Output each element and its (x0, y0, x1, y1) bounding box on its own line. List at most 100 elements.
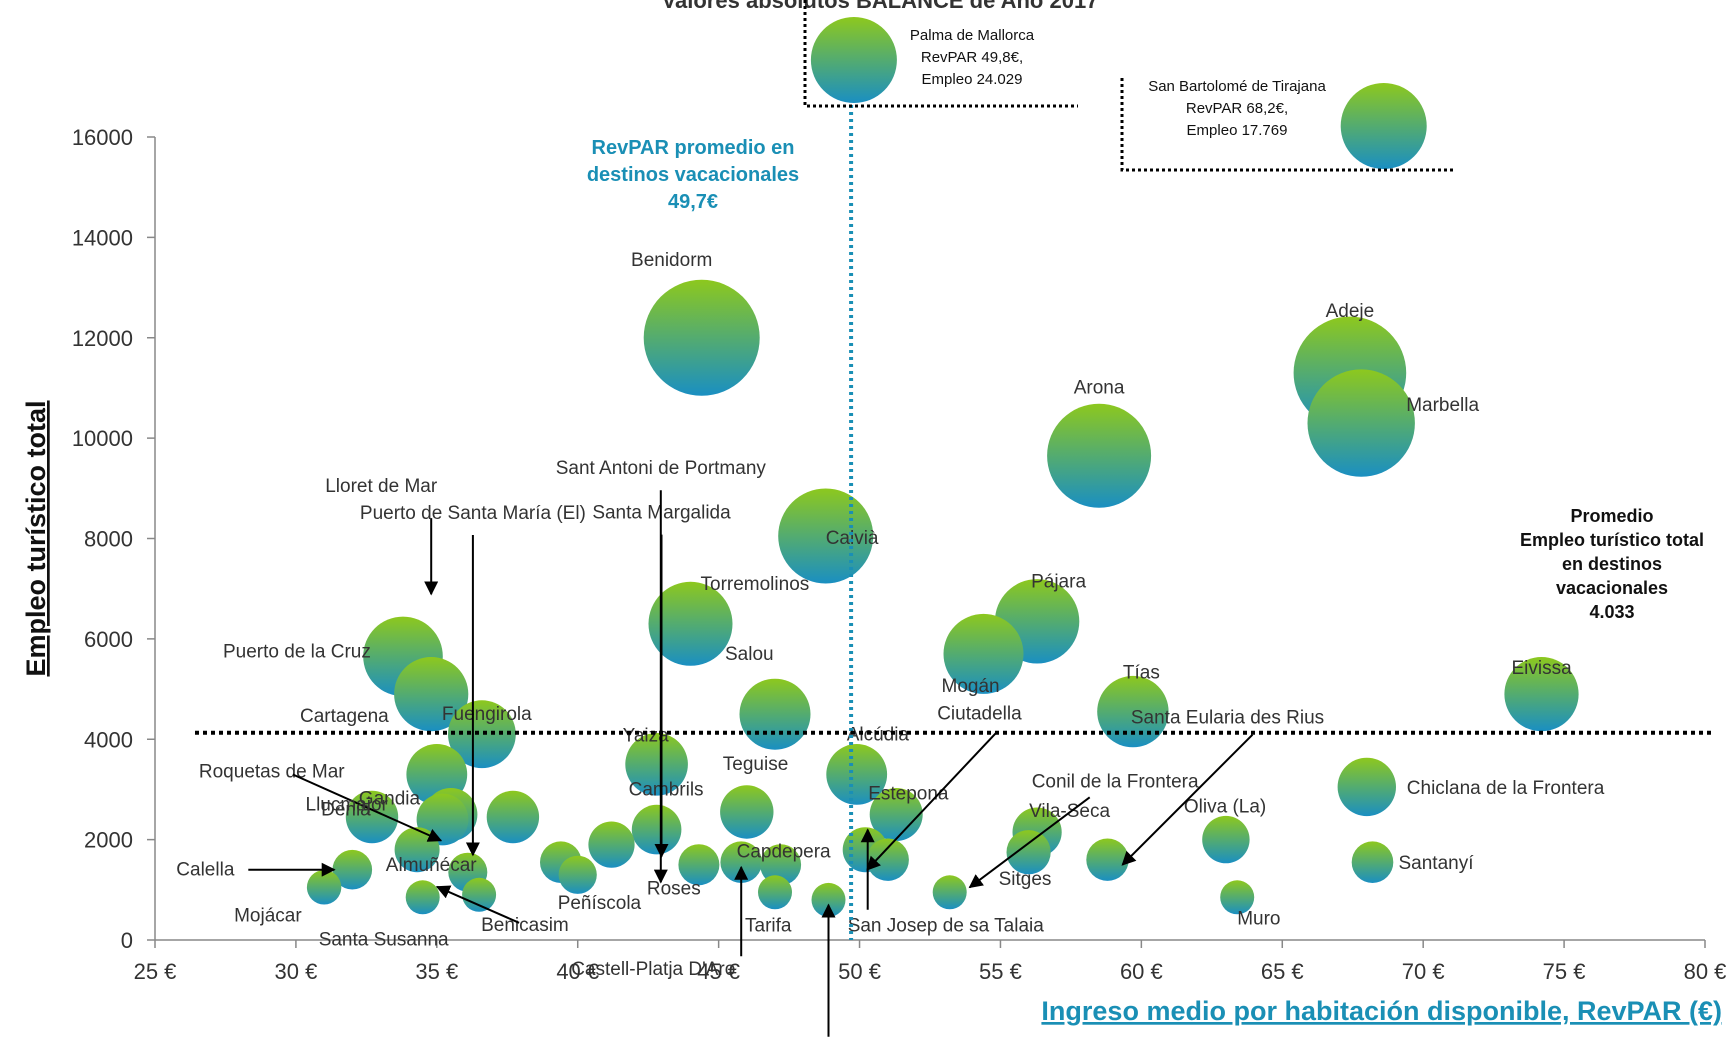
bubble-label: Gandia (359, 788, 421, 809)
callout-box (1120, 78, 1455, 172)
avg-empleo-label: 4.033 (1589, 602, 1634, 622)
bubble (720, 785, 774, 839)
bubble-label: Roquetas de Mar (199, 762, 345, 783)
x-tick-label: 50 € (838, 959, 881, 984)
bubble (1047, 403, 1152, 508)
x-tick-label: 30 € (274, 959, 317, 984)
bubble (720, 841, 762, 883)
bubble (866, 838, 909, 881)
y-tick-label: 4000 (84, 727, 133, 752)
bubble (625, 733, 688, 796)
avg-empleo-label: Empleo turístico total (1520, 530, 1704, 550)
bubble-label: Pájara (1031, 571, 1086, 592)
bubble (332, 849, 373, 890)
bubble (678, 844, 720, 886)
x-tick-label: 45 € (697, 959, 740, 984)
callout-text: Empleo 24.029 (922, 71, 1023, 88)
bubble-label: Tías (1123, 663, 1160, 684)
bubble-label: Llucmajor (306, 795, 389, 816)
bubble (1006, 830, 1051, 875)
callout-text: RevPAR 49,8€, (921, 49, 1023, 66)
bubble-label: Almuñécar (386, 855, 477, 876)
chart-title: Valores absolutos BALANCE de Año 2017 (662, 0, 1099, 13)
x-tick-label: 40 € (556, 959, 599, 984)
bubble-label: Peñíscola (558, 893, 642, 914)
bubble-label: Yaiza (623, 725, 670, 746)
bubble (943, 613, 1024, 694)
bubble-label: Salou (725, 644, 774, 665)
bubble (1097, 675, 1169, 748)
bubble-label: Muro (1237, 908, 1280, 929)
bubble (1340, 83, 1427, 169)
bubble (932, 875, 967, 910)
bubble-label: Cartagena (300, 706, 389, 727)
label-arrow (1121, 733, 1254, 866)
bubble (739, 678, 811, 750)
bubble (1337, 757, 1397, 817)
bubble-label: Lloret de Mar (325, 476, 438, 497)
bubble (394, 657, 469, 732)
callout-text: Palma de Mallorca (910, 27, 1035, 44)
bubble-label: Mogán (942, 676, 1000, 697)
bubble-label: Benidorm (631, 250, 712, 271)
avg-empleo-label: en destinos (1562, 554, 1662, 574)
bubble-label: Benicasim (481, 915, 569, 936)
bubble-label: Cambrils (629, 780, 704, 801)
bubble (306, 870, 342, 905)
bubble (648, 581, 733, 666)
y-tick-label: 2000 (84, 828, 133, 853)
callout-text: RevPAR 68,2€, (1186, 100, 1288, 117)
bubble (1202, 815, 1250, 864)
callout-box (803, 0, 1078, 108)
x-tick-label: 60 € (1120, 959, 1163, 984)
y-axis-title: Empleo turístico total (21, 400, 51, 676)
bubble (405, 880, 440, 915)
avg-empleo-label: Promedio (1570, 506, 1653, 526)
bubble-label: Ciutadella (937, 704, 1022, 725)
y-tick-label: 8000 (84, 527, 133, 552)
avg-revpar-label: destinos vacacionales (587, 164, 799, 186)
bubble-label: San Josep de sa Talaia (848, 916, 1045, 937)
bubble (486, 790, 540, 844)
avg-revpar-label: 49,7€ (668, 191, 718, 213)
bubble (811, 882, 846, 917)
y-tick-label: 6000 (84, 627, 133, 652)
bubble (1220, 880, 1255, 915)
bubble-label: Estepona (868, 784, 949, 805)
bubble (758, 875, 792, 910)
bubble-label: Tarifa (745, 915, 792, 936)
bubble (448, 700, 516, 769)
bubble (462, 877, 497, 912)
bubble-label: Marbella (1406, 395, 1479, 416)
x-tick-label: 70 € (1402, 959, 1445, 984)
bubble-label: Calvià (826, 528, 879, 549)
bubble-label: Castell-Platja D'Aro (571, 959, 735, 980)
y-tick-label: 16000 (72, 125, 133, 150)
bubble-label: Arona (1074, 378, 1125, 399)
x-tick-label: 35 € (415, 959, 458, 984)
y-tick-label: 0 (121, 928, 133, 953)
bubble-label: Teguise (723, 754, 789, 775)
bubble (1086, 838, 1129, 881)
bubble-label: Santa Eularia des Rius (1131, 708, 1324, 729)
bubble-label: Adeje (1326, 301, 1375, 322)
bubble-label: Calella (176, 860, 235, 881)
bubble-label: Santanyí (1399, 853, 1475, 874)
bubble-label: Chiclana de la Frontera (1407, 778, 1605, 799)
bubble (1351, 841, 1394, 883)
bubble-label: Mojácar (234, 905, 302, 926)
x-tick-label: 55 € (979, 959, 1022, 984)
bubble (826, 744, 888, 805)
bubble-label: Santa Susanna (319, 929, 449, 950)
bubble (558, 855, 597, 894)
bubble (869, 788, 923, 841)
label-arrow (435, 885, 520, 924)
label-arrow (292, 773, 443, 842)
bubble-label: Alcúdia (847, 724, 910, 745)
bubble-label: Roses (647, 879, 701, 900)
label-arrow (968, 796, 1091, 889)
x-tick-label: 75 € (1543, 959, 1586, 984)
bubble-label: Sitges (999, 869, 1052, 890)
bubble (1504, 657, 1579, 732)
